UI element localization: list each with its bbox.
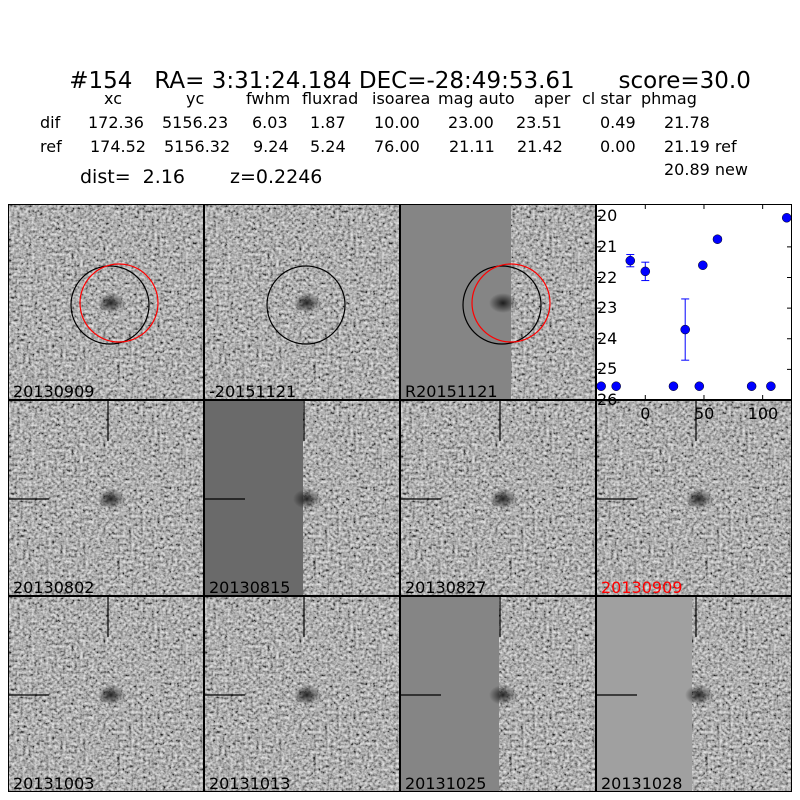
table-cell: 21.42: [517, 137, 563, 156]
data-point: [694, 381, 705, 391]
data-point: [698, 260, 708, 270]
data-point: [712, 234, 723, 244]
ra: RA= 3:31:24.184: [154, 68, 352, 94]
column-header: xc: [104, 89, 122, 108]
image-stamp: 20130909: [596, 400, 792, 596]
stamp-date-label: 20131003: [13, 774, 95, 792]
phmag-new: 20.89 new: [664, 160, 748, 179]
row-label: ref: [40, 137, 62, 156]
table-cell: 5.24: [310, 137, 346, 156]
score: score=30.0: [618, 68, 751, 94]
data-point: [611, 381, 621, 391]
data-point: [668, 381, 679, 391]
y-tick-label: 26: [597, 390, 618, 409]
table-cell: 21.19 ref: [664, 137, 737, 156]
image-stamp: 20131003: [8, 596, 204, 792]
y-tick-label: 21: [597, 236, 618, 256]
table-cell: 174.52: [90, 137, 146, 156]
ref-circle: [266, 265, 346, 345]
image-stamp: 20131013: [204, 596, 400, 792]
table-cell: 0.00: [600, 137, 636, 156]
data-point: [766, 381, 776, 391]
table-cell: 9.24: [253, 137, 289, 156]
table-cell: 23.00: [448, 113, 494, 132]
image-stamp: -20151121: [204, 204, 400, 400]
stamp-date-label: 20130909: [601, 578, 683, 596]
column-header: aper: [534, 89, 571, 108]
y-tick-label: 23: [597, 298, 618, 318]
image-stamp: R20151121: [400, 204, 596, 400]
light-curve-plot: [596, 204, 792, 401]
y-tick-label: 24: [597, 328, 618, 348]
column-header: isoarea: [372, 89, 431, 108]
stamp-date-label: -20151121: [209, 382, 297, 400]
redshift-value: z=0.2246: [230, 166, 323, 188]
data-point: [680, 324, 690, 335]
data-point: [746, 381, 757, 391]
image-stamp: 20130827: [400, 400, 596, 596]
candidate-id: #154: [69, 68, 133, 94]
table-cell: 76.00: [374, 137, 420, 156]
image-stamp: 20130909: [8, 204, 204, 400]
stamp-date-label: 20130802: [13, 578, 95, 596]
stamp-date-label: 20130827: [405, 578, 487, 596]
column-header: fluxrad: [302, 89, 359, 108]
column-header: cl star: [582, 89, 632, 108]
image-stamp: 20131025: [400, 596, 596, 792]
y-tick-label: 25: [597, 359, 618, 379]
column-header: phmag: [641, 89, 697, 108]
row-label: dif: [40, 113, 61, 132]
table-cell: 6.03: [252, 113, 288, 132]
dif-circle: [471, 263, 551, 343]
stamp-date-label: 20130909: [13, 382, 95, 400]
image-stamp: 20131028: [596, 596, 792, 792]
table-cell: 23.51: [516, 113, 562, 132]
data-point: [781, 213, 792, 223]
stamp-date-label: 20131013: [209, 774, 291, 792]
data-point: [596, 381, 606, 391]
dist-value: dist= 2.16: [80, 166, 185, 188]
column-header: fwhm: [246, 89, 291, 108]
stamp-date-label: 20130815: [209, 578, 291, 596]
ref-circle: [70, 265, 150, 345]
table-cell: 10.00: [374, 113, 420, 132]
table-cell: 0.49: [600, 113, 636, 132]
dif-circle: [79, 263, 159, 343]
x-tick-label: 100: [747, 404, 779, 423]
x-tick-label: 50: [693, 404, 715, 423]
stamp-date-label: R20151121: [405, 382, 498, 400]
x-tick-label: 0: [640, 404, 651, 423]
y-tick-label: 22: [597, 267, 618, 287]
figure-title: #154 RA= 3:31:24.184 DEC=-28:49:53.61 sc…: [40, 42, 751, 120]
column-header: mag auto: [438, 89, 515, 108]
ref-circle: [462, 265, 542, 345]
image-stamp: 20130802: [8, 400, 204, 596]
table-cell: 21.78: [664, 113, 710, 132]
stamp-date-label: 20131028: [601, 774, 683, 792]
table-cell: 5156.32: [164, 137, 231, 156]
table-cell: 21.11: [449, 137, 495, 156]
plot-frame: [596, 204, 792, 400]
table-cell: 1.87: [310, 113, 346, 132]
table-cell: 5156.23: [162, 113, 229, 132]
table-cell: 172.36: [88, 113, 144, 132]
dec: DEC=-28:49:53.61: [358, 68, 575, 94]
data-point: [625, 255, 636, 266]
stamp-date-label: 20131025: [405, 774, 487, 792]
image-stamp: 20130815: [204, 400, 400, 596]
data-point: [640, 266, 651, 277]
y-tick-label: 20: [597, 206, 618, 226]
column-header: yc: [186, 89, 205, 108]
